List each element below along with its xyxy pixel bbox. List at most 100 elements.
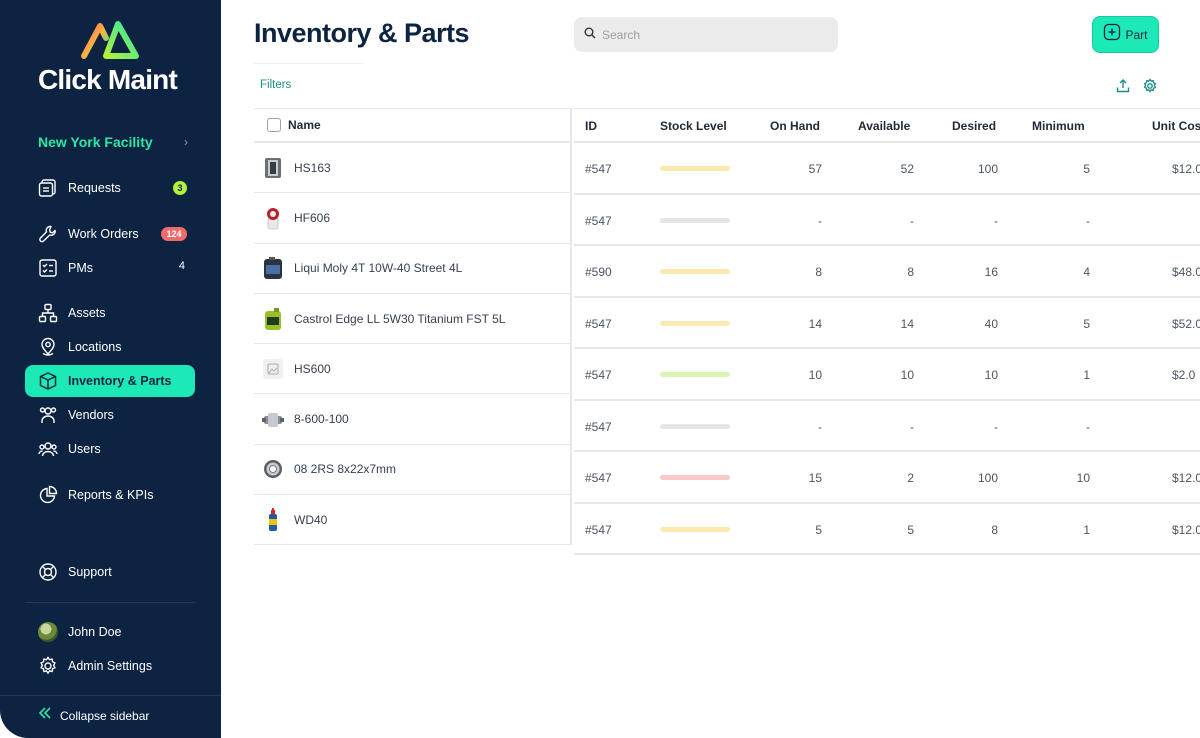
minimum-value: 5 xyxy=(1083,316,1090,331)
table-row[interactable]: HF606 xyxy=(254,193,570,244)
minimum-value: 4 xyxy=(1083,265,1090,279)
unit-cost-value: $12.0 xyxy=(1172,471,1200,485)
available-value: - xyxy=(910,213,914,228)
table-row[interactable]: #590 8 8 16 4 $48.0 xyxy=(574,246,1200,298)
sidebar-item-locations[interactable]: Locations xyxy=(25,331,195,363)
minimum-value: 1 xyxy=(1083,522,1090,537)
settings-icon[interactable] xyxy=(1142,78,1158,94)
brand-logo-icon xyxy=(81,21,139,59)
sidebar: Click Maint New York Facility › Requests… xyxy=(0,0,221,738)
on-hand-value: 14 xyxy=(808,316,822,331)
table-row[interactable]: #547 10 10 10 1 $2.0 xyxy=(574,349,1200,401)
table-row[interactable]: 08 2RS 8x22x7mm xyxy=(254,445,570,496)
column-header-unit-cost[interactable]: Unit Cos xyxy=(1152,119,1200,133)
brand-name: Click Maint xyxy=(38,64,178,95)
search-icon xyxy=(584,26,596,44)
sidebar-item-admin-settings[interactable]: Admin Settings xyxy=(25,650,195,682)
part-thumbnail xyxy=(262,407,284,431)
select-all-checkbox[interactable] xyxy=(267,118,281,132)
sidebar-item-label: Work Orders xyxy=(68,227,139,241)
column-header-stock-level[interactable]: Stock Level xyxy=(660,119,727,133)
desired-value: 8 xyxy=(991,522,998,537)
column-header-name[interactable]: Name xyxy=(288,118,321,132)
on-hand-value: 8 xyxy=(815,265,822,279)
column-header-available[interactable]: Available xyxy=(858,119,911,133)
filters-link[interactable]: Filters xyxy=(260,79,292,91)
collapse-sidebar-label: Collapse sidebar xyxy=(60,708,150,723)
collapse-sidebar-button[interactable]: Collapse sidebar xyxy=(38,706,149,725)
sidebar-item-inventory-parts[interactable]: Inventory & Parts xyxy=(25,365,195,397)
desired-value: 100 xyxy=(977,471,998,485)
add-part-button[interactable]: Part xyxy=(1092,16,1159,53)
facility-selector[interactable]: New York Facility › xyxy=(38,132,188,152)
export-icon[interactable] xyxy=(1115,78,1131,94)
part-thumbnail xyxy=(262,457,284,481)
part-thumbnail xyxy=(262,256,284,280)
users-icon xyxy=(37,438,59,460)
sidebar-item-label: Vendors xyxy=(68,408,114,422)
parts-table-names: Name HS163 HF606 Liqui Moly 4T 10W-40 St… xyxy=(254,108,572,546)
part-id: #547 xyxy=(585,368,612,382)
sidebar-item-label: Users xyxy=(68,442,101,456)
desired-value: - xyxy=(994,213,998,228)
checklist-icon xyxy=(37,257,59,279)
filters-divider xyxy=(254,63,364,64)
part-id: #547 xyxy=(585,419,612,434)
part-id: #590 xyxy=(585,265,612,279)
search-box[interactable] xyxy=(574,17,838,52)
stock-level-bar xyxy=(660,423,730,429)
sidebar-item-reports-kpis[interactable]: Reports & KPIs xyxy=(25,479,195,511)
sidebar-item-pms[interactable]: PMs 4 xyxy=(25,252,195,284)
part-name: WD40 xyxy=(294,512,328,527)
column-header-desired[interactable]: Desired xyxy=(952,119,997,133)
image-placeholder-icon xyxy=(262,357,284,381)
user-profile[interactable]: John Doe xyxy=(25,616,195,648)
table-row[interactable]: 8-600-100 xyxy=(254,394,570,445)
sidebar-item-work-orders[interactable]: Work Orders 124 xyxy=(25,218,195,250)
requests-icon xyxy=(37,177,59,199)
desired-value: 16 xyxy=(984,265,998,279)
table-row[interactable]: #547 57 52 100 5 $12.0 xyxy=(574,143,1200,195)
minimum-value: 10 xyxy=(1076,471,1090,485)
table-row[interactable]: HS600 xyxy=(254,344,570,395)
table-row[interactable]: #547 14 14 40 5 $52.0 xyxy=(574,298,1200,349)
table-row[interactable]: #547 5 5 8 1 $12.0 xyxy=(574,504,1200,555)
facility-name: New York Facility xyxy=(38,134,153,150)
stock-level-bar xyxy=(660,320,730,326)
table-row[interactable]: #547 15 2 100 10 $12.0 xyxy=(574,452,1200,504)
on-hand-value: - xyxy=(818,213,822,228)
available-value: 14 xyxy=(900,316,914,331)
column-header-id[interactable]: ID xyxy=(585,119,597,133)
sidebar-divider xyxy=(0,695,221,696)
brand-logo[interactable]: Click Maint xyxy=(36,14,186,100)
table-row[interactable]: Castrol Edge LL 5W30 Titanium FST 5L xyxy=(254,294,570,345)
parts-table-details: ID Stock Level On Hand Available Desired… xyxy=(574,108,1200,555)
location-pin-icon xyxy=(37,336,59,358)
sidebar-item-label: Locations xyxy=(68,340,122,354)
requests-count-badge: 3 xyxy=(173,181,187,195)
plus-square-icon xyxy=(1103,23,1121,46)
table-row[interactable]: #547 - - - - xyxy=(574,401,1200,452)
sidebar-item-vendors[interactable]: Vendors xyxy=(25,399,195,431)
vendor-icon xyxy=(37,404,59,426)
column-header-on-hand[interactable]: On Hand xyxy=(770,119,820,133)
chevron-right-icon: › xyxy=(184,135,188,149)
column-header-minimum[interactable]: Minimum xyxy=(1032,119,1085,133)
search-input[interactable] xyxy=(602,27,822,42)
table-row[interactable]: HS163 xyxy=(254,143,570,194)
table-row[interactable]: Liqui Moly 4T 10W-40 Street 4L xyxy=(254,244,570,294)
desired-value: 40 xyxy=(984,316,998,331)
sidebar-item-label: Requests xyxy=(68,181,121,195)
sidebar-item-users[interactable]: Users xyxy=(25,433,195,465)
lifebuoy-icon xyxy=(37,561,59,583)
sidebar-item-assets[interactable]: Assets xyxy=(25,297,195,329)
table-row[interactable]: WD40 xyxy=(254,495,570,546)
part-name: 8-600-100 xyxy=(294,412,349,427)
sidebar-item-support[interactable]: Support xyxy=(25,556,195,588)
table-row[interactable]: #547 - - - - xyxy=(574,195,1200,246)
sidebar-item-requests[interactable]: Requests 3 xyxy=(25,172,195,204)
part-name: HS163 xyxy=(294,160,331,175)
pie-chart-icon xyxy=(37,484,59,506)
work-orders-count-badge: 124 xyxy=(161,227,187,241)
hierarchy-icon xyxy=(37,302,59,324)
